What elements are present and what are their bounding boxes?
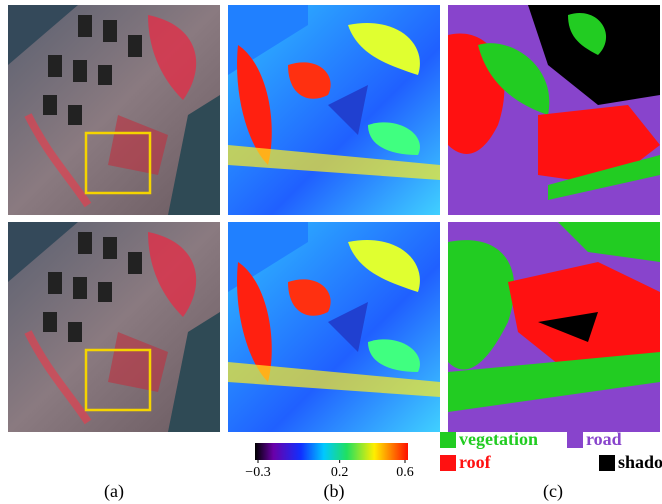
legend-label: roof xyxy=(459,452,492,472)
legend-swatch xyxy=(599,455,615,471)
legend-swatch xyxy=(440,432,456,448)
colorbar xyxy=(255,443,408,460)
image-a-top xyxy=(8,5,220,215)
caption: (b) xyxy=(324,481,345,502)
caption: (a) xyxy=(104,481,124,502)
image-b-top xyxy=(228,5,440,215)
image-c-top xyxy=(448,5,660,215)
legend-label: shadow xyxy=(618,452,662,472)
legend-swatch xyxy=(567,432,583,448)
figure: −0.3 0.2 0.6 vegetation road roof shadow (a) (… xyxy=(0,0,662,504)
tick-label: 0.2 xyxy=(331,465,349,480)
image-b-bottom xyxy=(228,222,440,432)
tick-label: 0.6 xyxy=(396,465,414,480)
tick-label: −0.3 xyxy=(245,465,270,480)
image-c-bottom xyxy=(448,222,660,432)
legend-label: road xyxy=(586,429,622,449)
legend-swatch xyxy=(440,455,456,471)
image-a-bottom xyxy=(8,222,220,432)
caption: (c) xyxy=(543,481,563,502)
legend-label: vegetation xyxy=(459,429,538,449)
